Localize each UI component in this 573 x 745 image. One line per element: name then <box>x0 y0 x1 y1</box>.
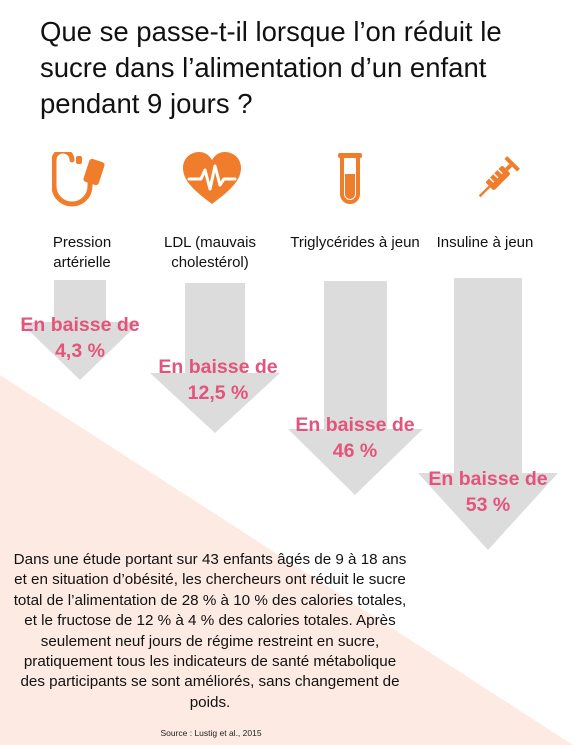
blood-pressure-gauge-icon <box>52 152 105 207</box>
source-citation: Source : Lustig et al., 2015 <box>160 728 262 738</box>
label-ldl: LDL (mauvais cholestérol) <box>164 234 256 271</box>
decrease-arrow-pression <box>20 280 140 380</box>
study-description: Dans une étude portant sur 43 enfants âg… <box>13 551 407 711</box>
result-triglycerides: En baisse de 46 % <box>295 414 415 462</box>
decrease-arrow-ldl <box>150 283 280 433</box>
result-insuline: En baisse de 53 % <box>428 468 548 516</box>
label-pression-arterielle: Pression artérielle <box>52 234 112 271</box>
syringe-icon <box>478 156 520 198</box>
decrease-arrow-insuline <box>418 278 558 550</box>
test-tube-icon <box>338 153 362 204</box>
heart-pulse-icon <box>183 152 241 204</box>
page-title: Que se passe-t-il lorsque l’on réduit le… <box>40 16 502 119</box>
decrease-arrow-triglycerides <box>288 281 423 495</box>
label-triglycerides: Triglycérides à jeun <box>290 234 420 251</box>
label-insuline: Insuline à jeun <box>436 234 534 251</box>
result-ldl: En baisse de 12,5 % <box>158 356 278 404</box>
result-pression: En baisse de 4,3 % <box>20 314 140 362</box>
